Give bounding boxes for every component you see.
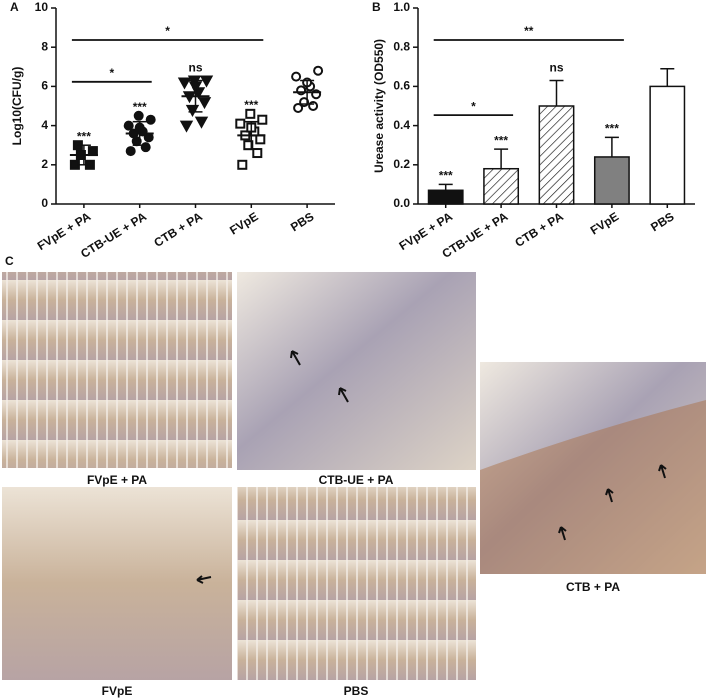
point [308,101,319,111]
x-tick-label: PBS [648,209,676,234]
caption: CTB-UE + PA [319,473,394,487]
y-tick-label: 0.8 [393,39,410,53]
micrograph [237,487,476,680]
micrograph [2,487,232,680]
comparison-label: * [109,66,114,80]
point [257,114,268,125]
significance: *** [439,169,453,183]
significance: ns [549,61,563,75]
caption: CTB + PA [566,580,620,594]
histology [2,272,706,680]
bar [427,189,464,205]
point [293,102,304,113]
micrograph [2,272,232,468]
panel-label: B [372,0,381,14]
caption: PBS [344,684,369,698]
y-tick-label: 2 [41,157,48,171]
y-axis-label: Log10(CFU/g) [10,67,24,146]
y-tick-label: 0 [41,196,48,210]
point [87,146,98,157]
x-tick-label: FVpE [588,209,621,237]
point [313,65,324,76]
significance: *** [494,133,508,147]
y-axis-label: Urease activity (OD550) [372,39,386,173]
significance: *** [244,98,258,112]
point [125,146,136,157]
point [133,110,144,121]
comparison-label: ** [524,24,534,38]
significance: *** [77,129,91,143]
micrograph [237,272,476,470]
point [199,75,214,88]
point [123,120,134,131]
point [252,148,263,159]
comparison-label: * [471,99,476,113]
arrows [196,350,667,584]
y-tick-label: 0.2 [393,157,410,171]
y-tick-label: 8 [41,39,48,53]
y-tick-label: 4 [41,118,48,132]
micrograph [480,362,706,574]
bar [593,156,630,205]
point [194,116,209,129]
y-tick-label: 10 [35,0,49,14]
x-tick-label: FVpE [227,209,260,237]
panel-label: A [10,0,19,14]
y-tick-label: 0.6 [393,79,410,93]
point [291,71,302,82]
y-tick-label: 6 [41,79,48,93]
y-tick-label: 0.0 [393,196,410,210]
point [235,118,246,129]
point [237,159,248,170]
stain [480,400,706,574]
point [177,77,192,90]
point [140,142,151,153]
caption: FVpE [102,684,133,698]
x-tick-label: CTB + PA [151,209,205,250]
point [255,134,266,145]
y-tick-label: 0.4 [393,118,410,132]
point [245,108,256,119]
significance: *** [605,122,619,136]
point [179,120,194,133]
y-tick-label: 1.0 [393,0,410,14]
significance: *** [133,100,147,114]
caption: FVpE + PA [87,473,147,487]
significance: ns [188,61,202,75]
x-tick-label: PBS [288,209,316,234]
point [197,97,212,110]
point [145,114,156,125]
x-tick-label: CTB + PA [512,209,566,250]
bar [483,167,520,205]
comparison-label: * [165,24,170,38]
panel-label: C [5,254,14,268]
bar [538,105,575,205]
bar [649,85,686,205]
